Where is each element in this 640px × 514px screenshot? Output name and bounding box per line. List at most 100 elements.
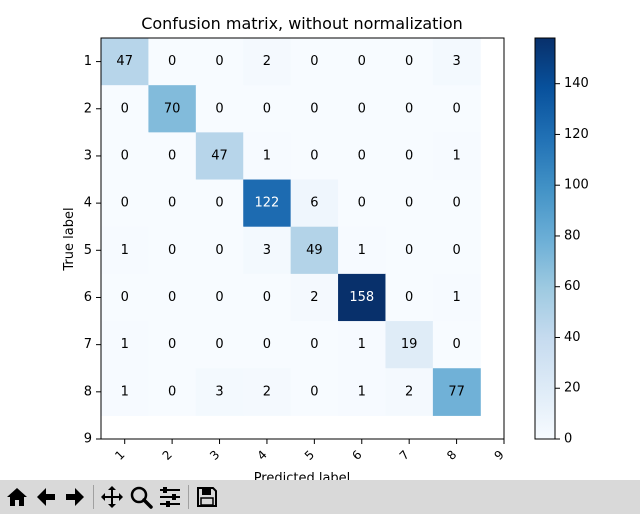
cell-value-label: 0 — [121, 196, 129, 211]
save-button[interactable] — [193, 483, 221, 511]
chart-title: Confusion matrix, without normalization — [141, 14, 463, 33]
x-tick-label: 9 — [492, 448, 507, 463]
heatmap-cell — [195, 368, 244, 416]
colorbar-tick-label: 20 — [564, 381, 581, 396]
pan-button[interactable] — [98, 483, 126, 511]
cell-value-label: 77 — [448, 384, 465, 399]
y-tick-label: 8 — [84, 384, 92, 399]
cell-value-label: 1 — [121, 384, 129, 399]
cell-value-label: 0 — [310, 337, 318, 352]
cell-value-label: 0 — [452, 243, 460, 258]
zoom-button[interactable] — [127, 483, 155, 511]
navigation-toolbar — [0, 480, 640, 514]
home-button[interactable] — [3, 483, 31, 511]
cell-value-label: 47 — [211, 148, 228, 163]
cell-value-label: 2 — [263, 54, 271, 69]
heatmap-cell — [195, 321, 244, 369]
heatmap-cell — [338, 38, 386, 86]
heatmap-cell — [290, 226, 339, 275]
heatmap-cell — [195, 38, 244, 86]
toolbar-separator — [188, 485, 189, 509]
heatmap-cell — [195, 179, 244, 228]
y-tick-label: 1 — [84, 54, 92, 69]
heatmap-cell — [148, 273, 197, 322]
pan-icon — [101, 486, 123, 508]
heatmap-cell — [148, 179, 197, 228]
heatmap-cell — [432, 273, 481, 322]
cell-value-label: 0 — [405, 196, 413, 211]
heatmap-cell — [338, 85, 386, 133]
back-icon — [37, 488, 55, 506]
cell-value-label: 3 — [452, 54, 460, 69]
heatmap-cell — [101, 179, 149, 228]
heatmap-cell — [101, 273, 149, 322]
cell-value-label: 122 — [255, 196, 280, 211]
cell-value-label: 49 — [306, 243, 323, 258]
cell-value-label: 0 — [215, 337, 223, 352]
y-axis: 1 2 3 4 5 6 7 8 9 — [84, 54, 101, 447]
cell-value-label: 0 — [358, 101, 366, 116]
cell-value-label: 1 — [121, 337, 129, 352]
heatmap-cell — [338, 179, 386, 228]
colorbar: 0 20 40 60 80 100 120 140 — [534, 37, 589, 447]
y-tick-label: 5 — [84, 243, 92, 258]
cell-value-label: 1 — [358, 243, 366, 258]
cell-value-label: 0 — [358, 54, 366, 69]
cell-value-label: 0 — [358, 148, 366, 163]
colorbar-tick-label: 60 — [564, 279, 581, 294]
heatmap-cell — [243, 179, 292, 228]
cell-value-label: 0 — [215, 243, 223, 258]
cell-value-label: 0 — [358, 196, 366, 211]
cell-value-label: 2 — [310, 290, 318, 305]
configure-subplots-icon — [160, 487, 180, 507]
x-tick-label: 5 — [302, 448, 317, 463]
cell-value-label: 1 — [358, 384, 366, 399]
heatmap-cell — [195, 85, 244, 133]
heatmap-cell — [243, 85, 292, 133]
heatmap-cell — [243, 273, 292, 322]
cell-value-label: 0 — [168, 384, 176, 399]
back-button[interactable] — [32, 483, 60, 511]
x-tick-label: 7 — [397, 448, 412, 463]
y-tick-label: 7 — [84, 337, 92, 352]
cell-value-label: 0 — [215, 54, 223, 69]
heatmap-cell — [148, 85, 197, 133]
heatmap-cell — [148, 38, 197, 86]
configure-subplots-button[interactable] — [156, 483, 184, 511]
cell-value-label: 0 — [168, 243, 176, 258]
heatmap-cell — [101, 226, 149, 275]
x-tick-label: 8 — [444, 448, 459, 463]
x-tick-label: 1 — [112, 448, 127, 463]
cell-value-label: 0 — [405, 148, 413, 163]
cell-value-label: 1 — [452, 148, 460, 163]
x-tick-label: 2 — [160, 448, 175, 463]
cell-value-label: 0 — [168, 337, 176, 352]
heatmap-cell — [385, 321, 434, 369]
forward-button[interactable] — [61, 483, 89, 511]
heatmap-cells — [101, 38, 481, 416]
cell-value-label: 19 — [401, 337, 418, 352]
cell-value-label: 1 — [121, 243, 129, 258]
colorbar-gradient — [534, 37, 556, 440]
heatmap-cell — [432, 368, 481, 416]
cell-value-label: 0 — [310, 101, 318, 116]
heatmap-cell — [385, 226, 434, 275]
cell-value-label: 0 — [121, 148, 129, 163]
y-tick-label: 2 — [84, 101, 92, 116]
forward-icon — [66, 488, 84, 506]
heatmap-cell — [432, 38, 481, 86]
heatmap-cell — [101, 38, 149, 86]
cell-value-label: 0 — [310, 54, 318, 69]
heatmap-cell — [338, 273, 386, 322]
colorbar-tick-label: 40 — [564, 330, 581, 345]
cell-value-label: 0 — [121, 290, 129, 305]
heatmap-cell — [290, 132, 339, 181]
cell-value-label: 47 — [116, 54, 133, 69]
colorbar-tick-label: 100 — [564, 178, 589, 193]
save-icon — [197, 487, 217, 507]
heatmap-cell — [148, 132, 197, 181]
heatmap-cell — [385, 85, 434, 133]
heatmap-cell — [148, 226, 197, 275]
heatmap-cell — [385, 368, 434, 416]
heatmap-cell — [101, 321, 149, 369]
